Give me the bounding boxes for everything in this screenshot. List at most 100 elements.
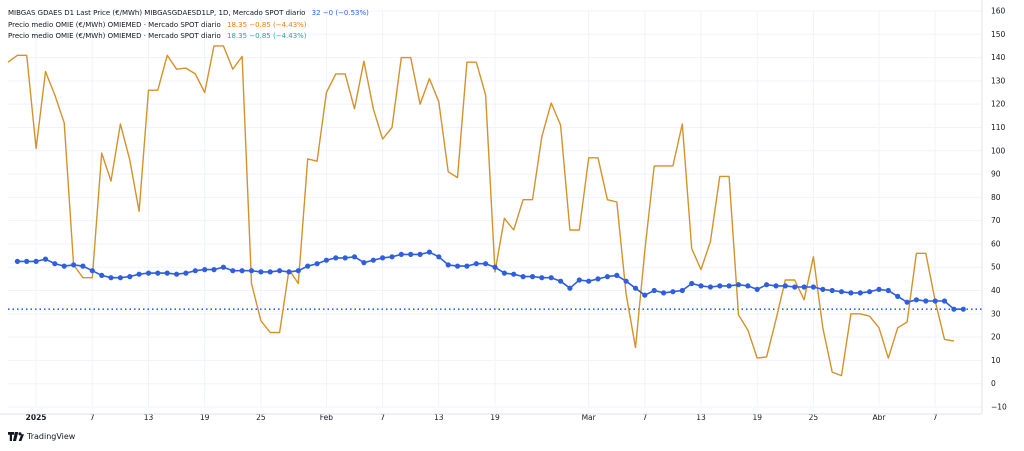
gas-point[interactable]: [511, 271, 517, 277]
gas-point[interactable]: [136, 271, 142, 277]
gas-point[interactable]: [829, 287, 835, 294]
gas-point[interactable]: [754, 286, 760, 292]
gas-point[interactable]: [558, 278, 564, 284]
gas-point[interactable]: [960, 306, 966, 312]
gas-point[interactable]: [61, 263, 67, 269]
gas-point[interactable]: [876, 286, 882, 292]
gas-point[interactable]: [333, 255, 339, 261]
gas-point[interactable]: [801, 284, 807, 290]
gas-point[interactable]: [145, 270, 152, 276]
gas-point[interactable]: [501, 270, 507, 276]
gas-point[interactable]: [380, 255, 386, 261]
gas-point[interactable]: [632, 285, 639, 291]
gas-point[interactable]: [117, 275, 123, 281]
gas-point[interactable]: [351, 254, 358, 260]
gas-point[interactable]: [529, 274, 536, 280]
gas-point[interactable]: [717, 283, 723, 289]
gas-point[interactable]: [286, 269, 292, 275]
gas-point[interactable]: [314, 261, 320, 267]
gas-point[interactable]: [848, 290, 854, 296]
gas-point[interactable]: [764, 282, 770, 288]
gas-point[interactable]: [661, 290, 667, 296]
gas-point[interactable]: [483, 261, 489, 267]
gas-point[interactable]: [941, 298, 948, 304]
gas-point[interactable]: [773, 283, 779, 289]
gas-point[interactable]: [42, 256, 49, 262]
gas-point[interactable]: [33, 258, 39, 264]
gas-point[interactable]: [24, 258, 30, 264]
gas-point[interactable]: [248, 268, 255, 274]
gas-point[interactable]: [361, 260, 367, 266]
gas-point[interactable]: [211, 267, 217, 273]
gas-point[interactable]: [520, 274, 526, 280]
gas-point[interactable]: [14, 258, 20, 264]
gas-point[interactable]: [174, 271, 180, 277]
gas-point[interactable]: [164, 270, 170, 276]
gas-point[interactable]: [108, 275, 114, 281]
gas-point[interactable]: [586, 278, 592, 284]
gas-point[interactable]: [52, 261, 58, 267]
gas-point[interactable]: [408, 251, 414, 257]
gas-point[interactable]: [707, 284, 714, 290]
gas-point[interactable]: [642, 292, 648, 298]
gas-point[interactable]: [183, 270, 189, 276]
gas-point[interactable]: [389, 254, 395, 260]
gas-point[interactable]: [258, 269, 264, 275]
gas-point[interactable]: [220, 264, 226, 270]
gas-point[interactable]: [426, 249, 432, 255]
gas-point[interactable]: [670, 289, 676, 295]
gas-point[interactable]: [99, 272, 105, 278]
gas-point[interactable]: [792, 284, 798, 290]
gas-point[interactable]: [192, 268, 198, 274]
gas-point[interactable]: [623, 278, 629, 284]
gas-point[interactable]: [604, 274, 611, 280]
gas-point[interactable]: [745, 283, 751, 289]
gas-point[interactable]: [932, 298, 938, 304]
gas-point[interactable]: [838, 289, 845, 295]
gas-point[interactable]: [398, 251, 404, 257]
gas-point[interactable]: [567, 285, 573, 291]
gas-point[interactable]: [230, 268, 236, 274]
gas-point[interactable]: [464, 263, 470, 269]
gas-point[interactable]: [698, 283, 704, 289]
legend-row-omie[interactable]: Precio medio OMIE (€/MWh) OMIEMED · Merc…: [8, 20, 369, 32]
gas-point[interactable]: [473, 261, 479, 267]
gas-point[interactable]: [885, 287, 891, 294]
gas-point[interactable]: [127, 274, 133, 280]
gas-point[interactable]: [539, 275, 545, 281]
gas-point[interactable]: [895, 293, 901, 299]
gas-point[interactable]: [923, 298, 929, 304]
gas-point[interactable]: [417, 251, 423, 257]
gas-point[interactable]: [867, 289, 873, 295]
gas-point[interactable]: [857, 290, 863, 296]
gas-point[interactable]: [913, 297, 920, 303]
gas-point[interactable]: [614, 272, 620, 278]
gas-point[interactable]: [436, 254, 442, 260]
gas-point[interactable]: [735, 282, 742, 288]
legend-row-gas[interactable]: MIBGAS GDAES D1 Last Price (€/MWh) MIBGA…: [8, 8, 369, 20]
gas-point[interactable]: [155, 270, 161, 276]
gas-point[interactable]: [782, 283, 788, 289]
gas-point[interactable]: [445, 262, 451, 268]
gas-point[interactable]: [679, 287, 685, 294]
gas-point[interactable]: [295, 268, 301, 274]
gas-point[interactable]: [548, 275, 554, 281]
gas-point[interactable]: [595, 276, 601, 282]
legend-row-omie-2[interactable]: Precio medio OMIE (€/MWh) OMIEMED · Merc…: [8, 31, 369, 43]
gas-point[interactable]: [71, 262, 77, 268]
gas-point[interactable]: [820, 286, 826, 292]
gas-point[interactable]: [689, 280, 695, 287]
gas-point[interactable]: [323, 257, 329, 263]
gas-point[interactable]: [239, 268, 245, 274]
gas-point[interactable]: [277, 268, 283, 274]
gas-point[interactable]: [454, 263, 461, 269]
gas-point[interactable]: [202, 267, 208, 273]
tradingview-attribution[interactable]: TradingView: [8, 432, 75, 441]
gas-point[interactable]: [904, 299, 910, 305]
gas-point[interactable]: [576, 277, 582, 283]
gas-point[interactable]: [951, 306, 957, 312]
series-line-gas[interactable]: [17, 251, 964, 311]
gas-point[interactable]: [726, 283, 732, 289]
